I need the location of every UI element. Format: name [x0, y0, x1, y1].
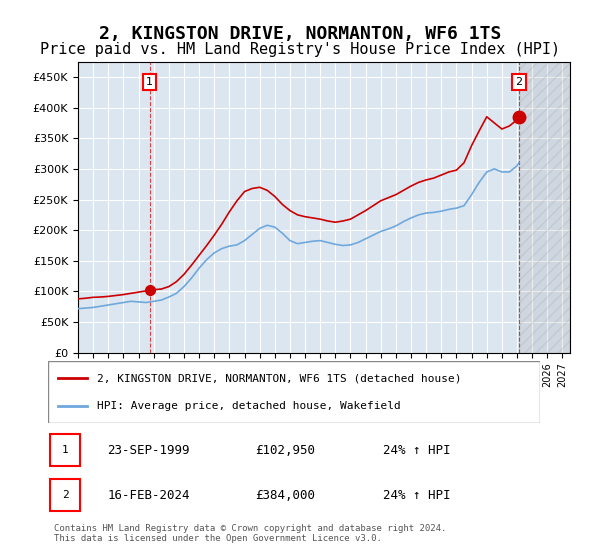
Text: 2: 2: [62, 490, 68, 500]
Bar: [519, 62, 570, 353]
Text: 2, KINGSTON DRIVE, NORMANTON, WF6 1TS (detached house): 2, KINGSTON DRIVE, NORMANTON, WF6 1TS (d…: [97, 374, 462, 384]
Text: 24% ↑ HPI: 24% ↑ HPI: [383, 444, 450, 457]
FancyBboxPatch shape: [48, 361, 540, 423]
Text: £102,950: £102,950: [254, 444, 314, 457]
Text: 2: 2: [515, 77, 523, 87]
Text: 23-SEP-1999: 23-SEP-1999: [107, 444, 190, 457]
Text: £384,000: £384,000: [254, 488, 314, 502]
Text: Price paid vs. HM Land Registry's House Price Index (HPI): Price paid vs. HM Land Registry's House …: [40, 42, 560, 57]
Text: 2, KINGSTON DRIVE, NORMANTON, WF6 1TS: 2, KINGSTON DRIVE, NORMANTON, WF6 1TS: [99, 25, 501, 43]
Text: HPI: Average price, detached house, Wakefield: HPI: Average price, detached house, Wake…: [97, 400, 401, 410]
FancyBboxPatch shape: [50, 479, 80, 511]
Text: 1: 1: [146, 77, 153, 87]
Text: 24% ↑ HPI: 24% ↑ HPI: [383, 488, 450, 502]
Text: Contains HM Land Registry data © Crown copyright and database right 2024.
This d: Contains HM Land Registry data © Crown c…: [54, 524, 446, 543]
FancyBboxPatch shape: [50, 434, 80, 466]
Text: 1: 1: [62, 445, 68, 455]
Text: 16-FEB-2024: 16-FEB-2024: [107, 488, 190, 502]
